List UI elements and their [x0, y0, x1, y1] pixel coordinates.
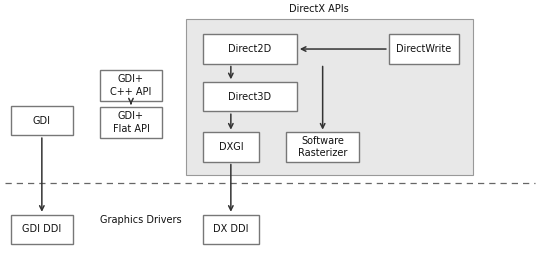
- Text: GDI+
C++ API: GDI+ C++ API: [110, 74, 152, 97]
- Text: Direct3D: Direct3D: [228, 92, 271, 102]
- Text: Direct2D: Direct2D: [228, 44, 272, 54]
- Text: GDI DDI: GDI DDI: [22, 224, 62, 234]
- Bar: [202, 215, 259, 244]
- Bar: [389, 34, 459, 64]
- Text: DXGI: DXGI: [219, 142, 243, 152]
- Bar: [100, 107, 162, 138]
- Text: DX DDI: DX DDI: [213, 224, 248, 234]
- Bar: [11, 106, 73, 135]
- Bar: [202, 132, 259, 162]
- Text: DirectWrite: DirectWrite: [396, 44, 451, 54]
- Bar: [202, 34, 297, 64]
- Bar: [202, 82, 297, 111]
- Text: Software
Rasterizer: Software Rasterizer: [298, 136, 347, 158]
- Text: Graphics Drivers: Graphics Drivers: [99, 215, 181, 225]
- Bar: [186, 19, 472, 175]
- Text: GDI: GDI: [33, 116, 51, 126]
- Bar: [11, 215, 73, 244]
- Text: GDI+
Flat API: GDI+ Flat API: [112, 111, 150, 134]
- Bar: [286, 132, 359, 162]
- Bar: [100, 70, 162, 101]
- Text: DirectX APIs: DirectX APIs: [289, 4, 348, 14]
